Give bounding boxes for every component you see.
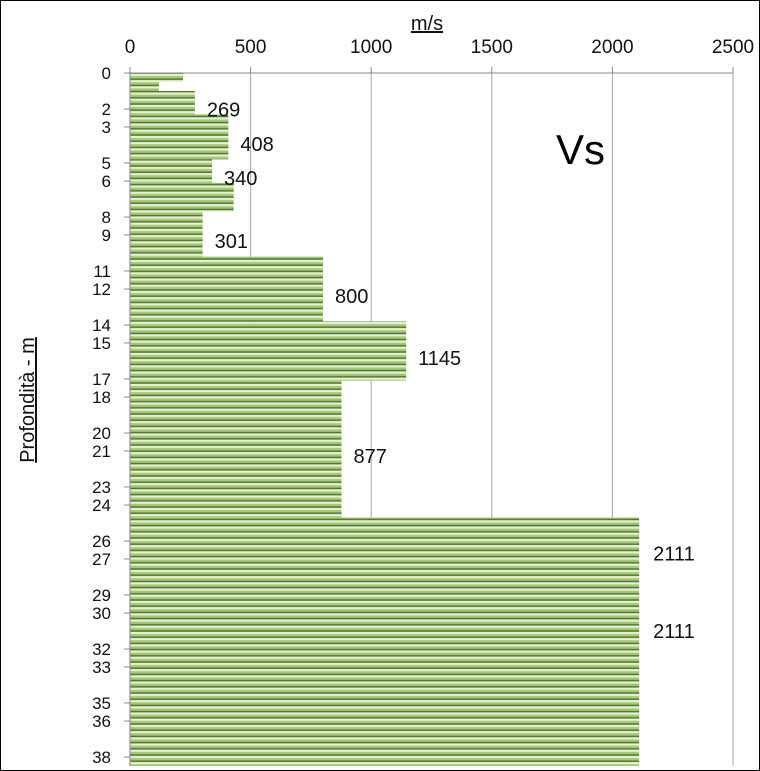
bar-8 — [130, 321, 407, 381]
data-label-9: 877 — [354, 446, 387, 468]
y-tick-label-30: 30 — [92, 604, 111, 623]
x-tick-label-2000: 2000 — [591, 37, 633, 58]
y-tick-label-24: 24 — [92, 496, 111, 515]
bars — [130, 73, 640, 766]
y-tick-label-2: 2 — [102, 100, 111, 119]
data-label-2: 269 — [207, 100, 240, 122]
data-label-8: 1145 — [418, 348, 461, 370]
x-tick-label-1500: 1500 — [471, 37, 513, 58]
y-tick-label-36: 36 — [92, 712, 111, 731]
y-tick-label-3: 3 — [102, 118, 111, 137]
axes — [129, 72, 733, 766]
bar-3 — [130, 114, 229, 160]
y-axis-title: Profondità - m — [17, 337, 39, 463]
y-tick-label-35: 35 — [92, 694, 111, 713]
data-label-7: 800 — [335, 286, 368, 308]
y-tick-label-12: 12 — [92, 280, 111, 299]
y-tick-label-9: 9 — [102, 226, 111, 245]
x-tick-label-0: 0 — [125, 37, 136, 58]
y-tick-label-23: 23 — [92, 478, 111, 497]
y-tick-label-11: 11 — [93, 262, 111, 281]
data-label-3: 408 — [240, 134, 273, 156]
y-tick-label-5: 5 — [102, 154, 111, 173]
x-axis-title: m/s — [411, 13, 443, 35]
data-label-4: 340 — [224, 168, 257, 190]
y-tick-label-27: 27 — [92, 550, 111, 569]
y-tick-labels: 0235689111214151718202123242627293032333… — [92, 64, 130, 767]
y-tick-label-33: 33 — [92, 658, 111, 677]
bar-5 — [130, 182, 234, 212]
bar-7 — [130, 256, 323, 322]
x-tick-label-500: 500 — [235, 37, 267, 58]
bar-6 — [130, 211, 203, 257]
x-tick-label-1000: 1000 — [350, 37, 392, 58]
y-tick-label-20: 20 — [92, 424, 111, 443]
y-tick-label-6: 6 — [102, 172, 111, 191]
bar-9 — [130, 380, 342, 518]
bar-10 — [130, 517, 640, 766]
y-tick-label-32: 32 — [92, 640, 111, 659]
data-label-6: 301 — [215, 231, 248, 253]
bar-0 — [130, 73, 184, 82]
bar-4 — [130, 159, 213, 183]
y-tick-label-26: 26 — [92, 532, 111, 551]
y-tick-label-0: 0 — [102, 64, 111, 83]
bar-2 — [130, 91, 195, 115]
data-label-extra-0: 2111 — [653, 544, 695, 566]
data-label-extra-1: 2111 — [653, 621, 695, 643]
y-tick-label-17: 17 — [92, 370, 111, 389]
y-tick-label-38: 38 — [92, 748, 111, 767]
y-tick-label-21: 21 — [92, 442, 111, 461]
bar-1 — [130, 82, 159, 91]
x-tick-labels: 0 500 1000 1500 2000 2500 — [125, 37, 754, 73]
y-tick-label-15: 15 — [92, 334, 111, 353]
y-tick-label-29: 29 — [92, 586, 111, 605]
y-tick-label-8: 8 — [102, 208, 111, 227]
y-tick-label-18: 18 — [92, 388, 111, 407]
y-tick-label-14: 14 — [92, 316, 111, 335]
x-tick-label-2500: 2500 — [712, 37, 754, 58]
vs-annotation: Vs — [556, 126, 605, 173]
